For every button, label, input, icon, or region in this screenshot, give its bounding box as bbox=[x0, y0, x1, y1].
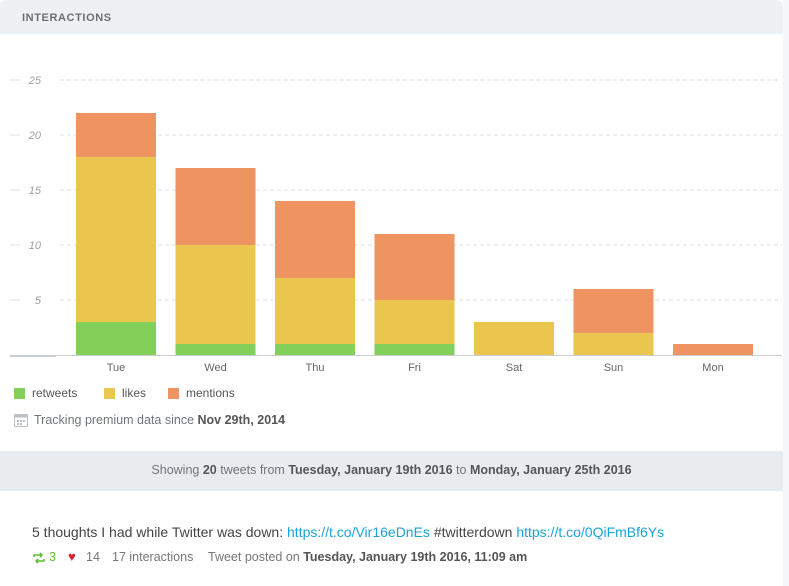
retweet-icon bbox=[33, 552, 45, 564]
ytick-label: 25 bbox=[28, 75, 42, 87]
tweet-text-before: 5 thoughts I had while Twitter was down: bbox=[32, 524, 287, 540]
card-title: INTERACTIONS bbox=[22, 12, 112, 24]
card-header: INTERACTIONS bbox=[0, 0, 783, 34]
bar-mentions-fri bbox=[374, 234, 455, 300]
showing-summary: Showing 20 tweets from Tuesday, January … bbox=[0, 463, 783, 477]
showing-prefix: Showing bbox=[151, 463, 200, 477]
tracking-text: Tracking premium data since bbox=[34, 413, 195, 427]
category-label: Wed bbox=[204, 362, 226, 374]
bar-retweets-thu bbox=[275, 344, 355, 355]
tweet-count: 20 bbox=[202, 463, 217, 477]
posted-info: Tweet posted on Tuesday, January 19th 20… bbox=[208, 550, 527, 564]
bar-likes-tue bbox=[76, 157, 156, 322]
posted-label: Tweet posted on bbox=[208, 550, 300, 564]
like-count: 14 bbox=[86, 550, 100, 564]
legend-swatch-mentions bbox=[168, 388, 179, 399]
bar-retweets-tue bbox=[76, 322, 156, 355]
date-to: Monday, January 25th 2016 bbox=[469, 463, 632, 477]
category-label: Sun bbox=[604, 362, 624, 374]
ytick-label: 5 bbox=[35, 295, 42, 307]
bar-mentions-tue bbox=[76, 113, 156, 157]
category-label: Tue bbox=[107, 362, 126, 374]
ytick-label: 10 bbox=[29, 240, 42, 252]
ytick-label: 20 bbox=[28, 130, 42, 142]
bar-likes-sun bbox=[573, 333, 654, 355]
tweet-link-2[interactable]: https://t.co/0QiFmBf6Ys bbox=[516, 524, 665, 540]
heart-icon: ♥ bbox=[68, 549, 76, 564]
showing-bar: Showing 20 tweets from Tuesday, January … bbox=[0, 451, 783, 491]
posted-date: Tuesday, January 19th 2016, 11:09 am bbox=[303, 550, 528, 564]
bar-retweets-wed bbox=[175, 344, 256, 355]
legend-label-retweets: retweets bbox=[32, 386, 78, 400]
bar-likes-wed bbox=[175, 245, 256, 344]
showing-middle: tweets from bbox=[220, 463, 285, 477]
date-from: Tuesday, January 19th 2016 bbox=[288, 463, 453, 477]
bar-mentions-thu bbox=[275, 201, 355, 278]
bar-retweets-fri bbox=[374, 344, 455, 355]
ytick-label: 15 bbox=[29, 185, 42, 197]
interactions-chart: 5 10 15 20 25 Tue Wed Thu Fri Sat Sun Mon bbox=[10, 75, 782, 374]
interactions-count: 17 bbox=[112, 550, 126, 564]
category-label: Thu bbox=[306, 362, 325, 374]
bar-likes-sat bbox=[474, 322, 554, 355]
tweet-text: 5 thoughts I had while Twitter was down:… bbox=[32, 524, 664, 540]
legend-swatch-retweets bbox=[14, 388, 25, 399]
tweet-hashtag-text: #twitterdown bbox=[429, 524, 517, 540]
legend-label-likes: likes bbox=[122, 386, 147, 400]
axis-stub bbox=[10, 355, 56, 357]
bar-likes-fri bbox=[374, 300, 455, 344]
calendar-icon bbox=[14, 414, 28, 427]
category-label: Sat bbox=[506, 362, 523, 374]
legend-swatch-likes bbox=[104, 388, 115, 399]
bar-mentions-sun bbox=[573, 289, 654, 333]
bar-mentions-wed bbox=[175, 168, 256, 245]
interactions-stat: 17 interactions bbox=[112, 550, 193, 564]
bar-likes-thu bbox=[275, 278, 355, 344]
category-label: Fri bbox=[408, 362, 421, 374]
legend-label-mentions: mentions bbox=[186, 386, 235, 400]
bar-mentions-mon bbox=[673, 344, 753, 355]
interactions-label: interactions bbox=[129, 550, 194, 564]
category-label: Mon bbox=[702, 362, 723, 374]
tracking-text-line: Tracking premium data since Nov 29th, 20… bbox=[34, 413, 285, 427]
tweet-link-1[interactable]: https://t.co/Vir16eDnEs bbox=[287, 524, 430, 540]
tracking-date: Nov 29th, 2014 bbox=[197, 413, 286, 427]
retweet-count: 3 bbox=[49, 550, 56, 564]
showing-to-word: to bbox=[456, 463, 467, 477]
